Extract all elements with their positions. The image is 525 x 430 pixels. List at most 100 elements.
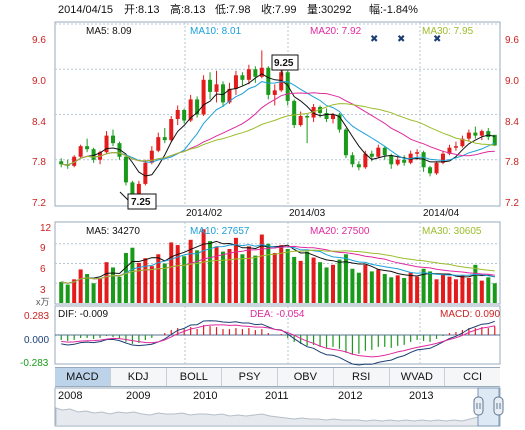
candle-body — [479, 131, 484, 136]
volume-bar — [182, 256, 187, 303]
price-ma30-line — [61, 103, 495, 166]
volume-y-tick: 3 — [40, 285, 46, 296]
timeline-handle-left[interactable] — [473, 396, 484, 416]
tab-psy[interactable]: PSY — [222, 368, 278, 386]
candle — [305, 114, 310, 144]
tab-macd[interactable]: MACD — [55, 368, 111, 386]
candle-body — [363, 153, 368, 168]
candle-body — [466, 132, 471, 139]
candle-body — [149, 150, 154, 163]
candle-body — [156, 137, 161, 151]
candle-body — [220, 84, 226, 103]
volume-bar — [292, 256, 297, 303]
data-layer — [59, 50, 497, 366]
volume-bar — [285, 249, 290, 303]
tab-wvad[interactable]: WVAD — [390, 368, 446, 386]
price-ma5-line — [61, 73, 495, 177]
volume-y-tick: 12 — [40, 223, 52, 234]
volume-bar — [453, 279, 458, 303]
volume-panel — [54, 221, 501, 305]
volume-bar — [246, 246, 251, 303]
candle — [162, 128, 167, 144]
candle-body — [104, 135, 109, 153]
candle-body — [130, 182, 135, 195]
volume-bar — [72, 279, 77, 303]
volume-ma10-label: MA10: 27657 — [190, 226, 250, 237]
volume-bar — [486, 277, 491, 303]
timeline-handle-right[interactable] — [493, 396, 504, 416]
candle-body — [85, 146, 90, 150]
volume-bar — [169, 242, 174, 303]
candle — [195, 96, 200, 118]
volume-bar — [324, 267, 329, 303]
volume-bar — [311, 257, 316, 303]
candle — [389, 153, 394, 169]
volume-bar — [130, 247, 135, 303]
volume-bar — [110, 267, 116, 303]
price-panel — [54, 21, 501, 207]
candle — [402, 155, 407, 166]
header-change: 幅:-1.84% — [369, 3, 418, 16]
volume-bar — [227, 249, 232, 303]
candle-body — [440, 153, 446, 163]
tab-kdj[interactable]: KDJ — [111, 368, 167, 386]
volume-bar — [253, 255, 258, 303]
candle-body — [324, 112, 329, 120]
candle-body — [473, 132, 478, 136]
event-marker-icon: ✖ — [370, 34, 378, 45]
high-price-callout: 9.25 — [271, 54, 299, 76]
candle — [285, 70, 290, 106]
candle — [486, 128, 491, 141]
timeline-year: 2009 — [126, 390, 150, 402]
candle-body — [402, 159, 407, 163]
volume-bar — [363, 264, 368, 303]
candle-body — [175, 109, 180, 120]
volume-bar — [188, 239, 193, 303]
candle-body — [428, 167, 433, 174]
volume-bar — [428, 271, 433, 303]
candle-body — [492, 134, 497, 146]
candle — [201, 75, 206, 117]
macd-y-tick: -0.283 — [20, 358, 49, 369]
candle — [292, 99, 297, 129]
price-y-tick-right: 8.4 — [505, 117, 519, 128]
price-y-tick-right: 7.8 — [505, 157, 519, 168]
candle-body — [421, 152, 426, 168]
candle-body — [233, 75, 238, 89]
volume-bar — [337, 259, 342, 303]
candle — [415, 149, 420, 160]
volume-bar — [382, 274, 387, 303]
tab-obv[interactable]: OBV — [278, 368, 334, 386]
candle-body — [415, 152, 420, 154]
candle-body — [227, 88, 232, 103]
volume-bar — [440, 274, 446, 303]
macd-dif-label: DIF: -0.009 — [58, 309, 108, 320]
volume-bar — [376, 269, 381, 303]
tab-rsi[interactable]: RSI — [334, 368, 390, 386]
tab-cci[interactable]: CCI — [463, 371, 483, 383]
tab-boll[interactable]: BOLL — [167, 368, 223, 386]
header-low: 低:7.98 — [215, 3, 250, 16]
candle — [428, 165, 433, 177]
volume-bar — [434, 279, 439, 303]
candle-body — [214, 84, 219, 92]
candle-body — [343, 129, 348, 156]
price-ma10-line — [61, 81, 495, 166]
candle — [156, 132, 161, 153]
volume-bar — [91, 283, 96, 303]
volume-bar — [78, 269, 83, 303]
volume-bar — [266, 243, 271, 303]
timeline-year: 2010 — [193, 390, 217, 402]
candle — [460, 135, 465, 148]
candle-body — [253, 69, 258, 77]
volume-bar — [305, 251, 310, 303]
candle-body — [292, 100, 297, 126]
candle — [78, 144, 83, 159]
volume-bar — [65, 284, 70, 303]
volume-bar — [59, 281, 64, 303]
price-x-tick: 2014/03 — [289, 208, 326, 219]
volume-bar — [421, 268, 426, 303]
volume-bar — [143, 258, 148, 303]
volume-bar — [208, 241, 213, 303]
candle-body — [143, 162, 148, 184]
